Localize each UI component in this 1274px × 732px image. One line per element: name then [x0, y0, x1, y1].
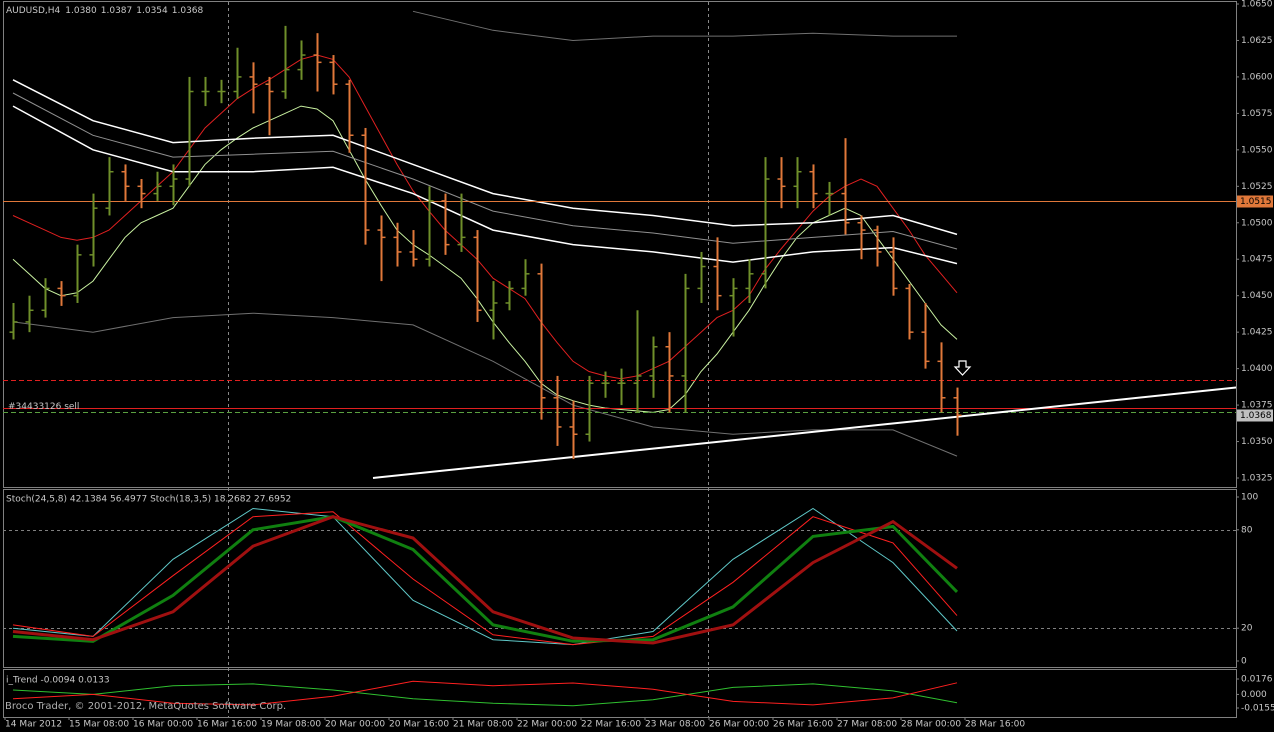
y-tick-label: 1.0375: [1241, 401, 1273, 411]
high-value: 1.0387: [101, 6, 133, 16]
y-tick-label: 1.0475: [1241, 255, 1273, 265]
x-tick-label: 20 Mar 00:00: [325, 720, 385, 730]
x-tick-label: 28 Mar 16:00: [965, 720, 1025, 730]
price-box: [1237, 195, 1273, 208]
stoch-panel-frame: [3, 489, 1237, 668]
x-tick-label: 15 Mar 08:00: [69, 720, 129, 730]
y-tick-label: 0.0176: [1241, 675, 1273, 685]
y-tick-label: 100: [1241, 493, 1258, 503]
y-tick-label: 1.0525: [1241, 182, 1273, 192]
y-tick-label: 1.0400: [1241, 364, 1273, 374]
x-tick-label: 27 Mar 08:00: [837, 720, 897, 730]
indicator-line: [12, 511, 958, 646]
stoch-title: Stoch(24,5,8) 42.1384 56.4977 Stoch(18,3…: [6, 495, 291, 505]
main-plot: #34433126 sell: [3, 10, 1236, 479]
indicator-line: [12, 515, 958, 645]
y-tick-label: 1.0450: [1241, 291, 1273, 301]
open-value: 1.0380: [65, 6, 97, 16]
x-tick-label: 20 Mar 16:00: [389, 720, 449, 730]
indicator-line: [12, 683, 958, 707]
y-tick-label: 0.000: [1241, 690, 1267, 700]
stoch-plot: [3, 507, 1236, 646]
x-tick-label: 22 Mar 16:00: [581, 720, 641, 730]
indicator-line: [12, 79, 958, 236]
indicator-line: [412, 10, 957, 42]
y-tick-label: 0: [1241, 657, 1247, 667]
axes: 1.0650 1.0625 1.0600 1.0575 1.0550 1.0525 1.05…: [4, 0, 1274, 730]
y-tick-label: -0.0155: [1241, 704, 1274, 714]
price-box-label: 1.0368: [1240, 411, 1272, 421]
trend-plot: [12, 680, 958, 707]
x-tick-label: 26 Mar 00:00: [709, 720, 769, 730]
y-tick-label: 1.0350: [1241, 437, 1273, 447]
x-tick-label: 28 Mar 00:00: [901, 720, 961, 730]
x-tick-label: 23 Mar 08:00: [645, 720, 705, 730]
x-tick-label: 19 Mar 08:00: [261, 720, 321, 730]
x-tick-label: 16 Mar 00:00: [133, 720, 193, 730]
order-label: #34433126 sell: [8, 402, 79, 412]
indicator-line: [12, 312, 958, 457]
indicator-line: [12, 54, 958, 380]
trend-title: i_Trend -0.0094 0.0133: [6, 676, 110, 686]
sell-arrow: [953, 360, 972, 376]
y-tick-label: 1.0550: [1241, 145, 1273, 155]
indicator-line: [12, 515, 959, 643]
indicator-line: [12, 680, 958, 706]
y-tick-label: 1.0600: [1241, 72, 1273, 82]
y-tick-label: 80: [1241, 525, 1253, 535]
symbol: AUDUSD,H4: [6, 6, 61, 16]
low-value: 1.0354: [136, 6, 168, 16]
main-panel-frame: [3, 1, 1237, 488]
indicator-line: [12, 105, 958, 413]
y-tick-label: 1.0575: [1241, 109, 1273, 119]
indicator-line: [12, 92, 958, 250]
trend-panel-frame: [3, 669, 1237, 718]
x-tick-label: 21 Mar 08:00: [453, 720, 513, 730]
y-tick-label: 1.0650: [1241, 0, 1273, 10]
y-tick-label: 1.0500: [1241, 218, 1273, 228]
y-tick-label: 1.0625: [1241, 36, 1273, 46]
price-box-label: 1.0515: [1240, 197, 1272, 207]
y-tick-label: 20: [1241, 624, 1253, 634]
chart-header: AUDUSD,H4 1.0380 1.0387 1.0354 1.0368: [6, 6, 204, 16]
x-tick-label: 22 Mar 00:00: [517, 720, 577, 730]
x-tick-label: 26 Mar 16:00: [773, 720, 833, 730]
footer: Broco Trader, © 2001-2012, MetaQuotes So…: [5, 701, 286, 712]
x-tick-label: 16 Mar 16:00: [197, 720, 257, 730]
close-value: 1.0368: [172, 6, 204, 16]
price-box: [1237, 409, 1273, 422]
x-tick-label: 14 Mar 2012: [5, 720, 62, 730]
indicator-line: [12, 507, 958, 646]
trendline: [372, 386, 1236, 479]
y-tick-label: 1.0325: [1241, 474, 1273, 484]
y-tick-label: 1.0425: [1241, 328, 1273, 338]
